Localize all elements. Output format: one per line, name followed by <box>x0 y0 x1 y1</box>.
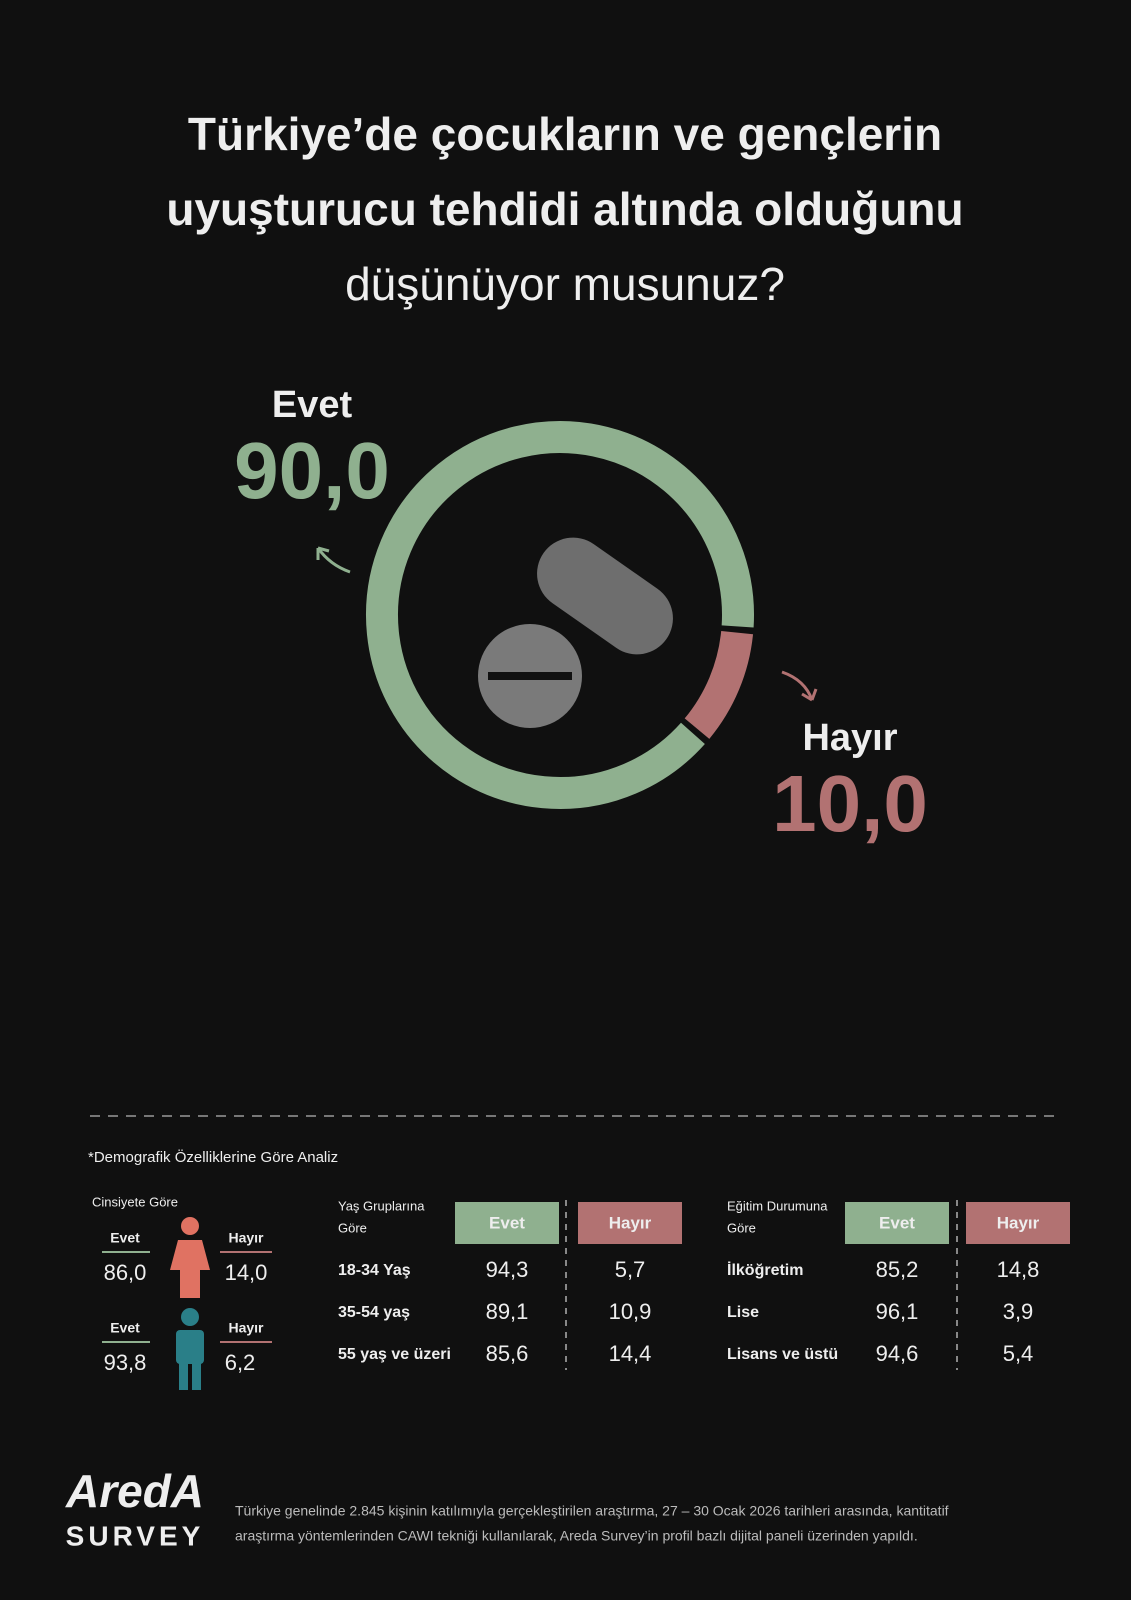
row-label: Lisans ve üstü <box>727 1346 838 1363</box>
cell: 5,7 <box>615 1257 646 1282</box>
heading: Göre <box>727 1220 756 1235</box>
note: *Demografik Özelliklerine Göre Analiz <box>88 1148 338 1166</box>
heading: Yaş Gruplarına <box>338 1198 425 1213</box>
cell: 85,6 <box>486 1341 529 1366</box>
yes-label: Evet <box>272 384 353 426</box>
column-header: Evet <box>489 1213 525 1232</box>
no-value: 6,2 <box>225 1350 256 1375</box>
yes-value: 86,0 <box>104 1260 147 1285</box>
no-label: Hayır <box>228 1320 264 1336</box>
heading: Cinsiyete Göre <box>92 1194 178 1209</box>
column-header: Hayır <box>609 1213 652 1232</box>
cell: 3,9 <box>1003 1299 1034 1324</box>
yes-label: Evet <box>110 1320 140 1336</box>
heading: Göre <box>338 1220 367 1235</box>
cell: 5,4 <box>1003 1341 1034 1366</box>
no-label: Hayır <box>802 717 897 759</box>
title-line: düşünüyor musunuz? <box>345 258 785 310</box>
cell: 94,6 <box>876 1341 919 1366</box>
donut <box>366 421 754 809</box>
logo-sub: SURVEY <box>66 1520 205 1551</box>
logo: AredA <box>65 1465 204 1517</box>
cell: 89,1 <box>486 1299 529 1324</box>
column-header-bg <box>966 1202 1070 1244</box>
gender: Cinsiyete Göre Evet 86,0 Hayır 14,0 Evet… <box>92 1194 272 1390</box>
column-header-bg <box>455 1202 559 1244</box>
tables: Yaş Gruplarına Göre Evet Hayır 18-34 Yaş 94,3… <box>338 1198 1070 1370</box>
column-header: Hayır <box>997 1213 1040 1232</box>
yes-value: 90,0 <box>234 426 390 515</box>
yes-label: Evet <box>110 1230 140 1246</box>
title-line: Türkiye’de çocukların ve gençlerin <box>188 108 942 160</box>
arrow <box>781 670 818 702</box>
cell: 10,9 <box>609 1299 652 1324</box>
row-label: İlköğretim <box>727 1261 803 1279</box>
cell: 85,2 <box>876 1257 919 1282</box>
cell: 14,8 <box>997 1257 1040 1282</box>
pill-icon <box>478 537 673 728</box>
female-icon <box>170 1217 210 1298</box>
footer-text: araştırma yöntemlerinden CAWI tekniği ku… <box>235 1528 918 1544</box>
row-label: 55 yaş ve üzeri <box>338 1346 451 1363</box>
title-line: uyuşturucu tehdidi altında olduğunu <box>166 183 963 235</box>
row-label: 18-34 Yaş <box>338 1262 411 1279</box>
column-header: Evet <box>879 1213 915 1232</box>
cell: 96,1 <box>876 1299 919 1324</box>
no-label: Hayır <box>228 1230 264 1246</box>
arrow <box>316 546 351 574</box>
cell: 94,3 <box>486 1257 529 1282</box>
row-label: Lise <box>727 1304 759 1321</box>
footer: AredA SURVEY Türkiye genelinde 2.845 kiş… <box>65 1465 949 1551</box>
yes-value: 93,8 <box>104 1350 147 1375</box>
column-header-bg <box>578 1202 682 1244</box>
donut-segment <box>366 421 754 809</box>
male-icon <box>176 1308 204 1390</box>
title: Türkiye’de çocukların ve gençlerin uyuşt… <box>166 108 963 310</box>
cell: 14,4 <box>609 1341 652 1366</box>
no-value: 14,0 <box>225 1260 268 1285</box>
donut-segment <box>684 630 754 739</box>
footer-text: Türkiye genelinde 2.845 kişinin katılımı… <box>235 1503 949 1519</box>
no-value: 10,0 <box>772 759 928 848</box>
column-header-bg <box>845 1202 949 1244</box>
row-label: 35-54 yaş <box>338 1304 410 1321</box>
heading: Eğitim Durumuna <box>727 1198 828 1213</box>
